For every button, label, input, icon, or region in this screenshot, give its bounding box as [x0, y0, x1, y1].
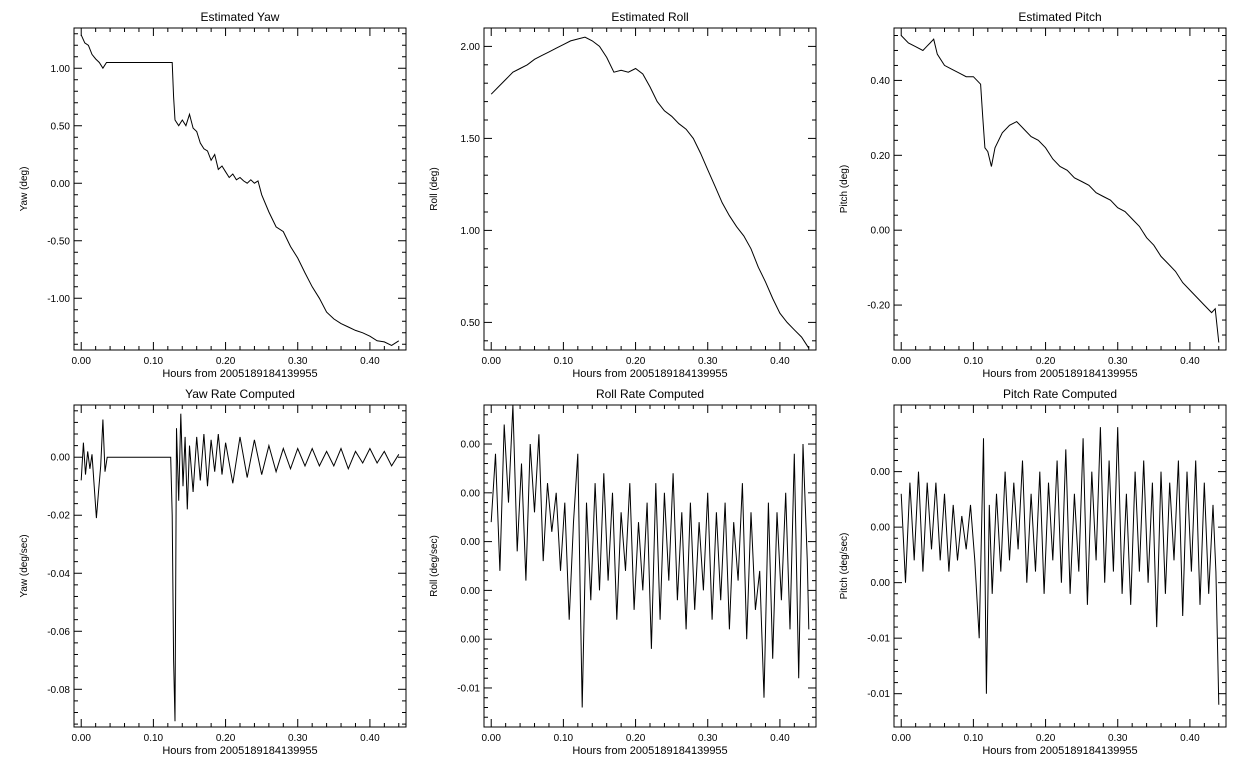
x-tick-label: 0.30 — [288, 356, 308, 367]
chart-panel-4: Yaw Rate Computed Hours from 200518918413… — [19, 387, 407, 757]
chart-title: Yaw Rate Computed — [185, 387, 295, 401]
x-tick-label: 0.20 — [1036, 356, 1056, 367]
series-line — [80, 34, 400, 346]
chart-title: Roll Rate Computed — [596, 387, 704, 401]
chart-panel-6: Pitch Rate Computed Hours from 2005189184… — [839, 387, 1227, 757]
y-tick-label: 0.00 — [871, 523, 891, 534]
y-tick-label: 1.00 — [461, 226, 481, 237]
x-tick-label: 0.20 — [216, 733, 236, 744]
x-axis-label: Hours from 2005189184139955 — [572, 368, 727, 380]
y-tick-label: -0.01 — [867, 634, 890, 645]
chart-panel-5: Roll Rate Computed Hours from 20051891841… — [429, 387, 817, 757]
x-tick-label: 0.10 — [554, 733, 574, 744]
chart-title: Pitch Rate Computed — [1003, 387, 1117, 401]
x-tick-label: 0.10 — [144, 733, 164, 744]
x-tick-label: 0.20 — [216, 356, 236, 367]
y-tick-label: 0.00 — [871, 226, 891, 237]
x-tick-label: 0.10 — [964, 733, 984, 744]
series-line — [80, 413, 400, 722]
y-axis-label: Yaw (deg) — [19, 167, 30, 212]
x-tick-label: 0.30 — [698, 356, 718, 367]
y-tick-label: -0.06 — [47, 627, 70, 638]
x-axis-label: Hours from 2005189184139955 — [162, 368, 317, 380]
x-tick-label: 0.00 — [71, 356, 91, 367]
x-tick-label: 0.10 — [554, 356, 574, 367]
series-line — [490, 404, 810, 708]
x-tick-label: 0.00 — [481, 356, 501, 367]
y-tick-label: 2.00 — [461, 42, 481, 53]
series-line — [900, 35, 1220, 343]
series-line — [490, 36, 810, 349]
plot-frame — [483, 404, 817, 728]
series-line — [900, 427, 1220, 705]
x-tick-label: 0.20 — [626, 733, 646, 744]
x-tick-label: 0.30 — [1108, 356, 1128, 367]
x-tick-label: 0.00 — [481, 733, 501, 744]
y-axis-label: Pitch (deg/sec) — [839, 533, 850, 600]
y-tick-label: 0.50 — [461, 318, 481, 329]
y-tick-label: -0.50 — [47, 236, 70, 247]
x-tick-label: 0.10 — [144, 356, 164, 367]
x-axis-label: Hours from 2005189184139955 — [162, 745, 317, 757]
plot-frame — [483, 27, 817, 351]
x-tick-label: 0.40 — [770, 733, 790, 744]
y-tick-label: -0.04 — [47, 569, 70, 580]
x-tick-label: 0.20 — [626, 356, 646, 367]
x-tick-label: 0.40 — [360, 356, 380, 367]
y-tick-label: -0.08 — [47, 685, 70, 696]
y-tick-label: 1.50 — [461, 134, 481, 145]
y-tick-label: 0.00 — [461, 635, 481, 646]
y-tick-label: 0.00 — [461, 488, 481, 499]
y-axis-label: Yaw (deg/sec) — [19, 534, 30, 597]
x-axis-label: Hours from 2005189184139955 — [572, 745, 727, 757]
x-tick-label: 0.30 — [698, 733, 718, 744]
x-tick-label: 0.00 — [891, 733, 911, 744]
y-tick-label: -1.00 — [47, 294, 70, 305]
x-tick-label: 0.00 — [891, 356, 911, 367]
x-tick-label: 0.10 — [964, 356, 984, 367]
y-tick-label: 0.20 — [871, 151, 891, 162]
plot-frame — [893, 404, 1227, 728]
x-tick-label: 0.20 — [1036, 733, 1056, 744]
chart-title: Estimated Yaw — [201, 10, 280, 24]
y-tick-label: 0.40 — [871, 76, 891, 87]
y-axis-label: Pitch (deg) — [839, 165, 850, 213]
y-tick-label: -0.01 — [457, 683, 480, 694]
y-tick-label: 0.50 — [51, 121, 71, 132]
y-tick-label: 0.00 — [871, 467, 891, 478]
x-tick-label: 0.40 — [360, 733, 380, 744]
plot-frame — [73, 27, 407, 351]
x-tick-label: 0.00 — [71, 733, 91, 744]
chart-title: Estimated Roll — [611, 10, 688, 24]
plot-frame — [893, 27, 1227, 351]
y-tick-label: 1.00 — [51, 64, 71, 75]
x-axis-label: Hours from 2005189184139955 — [982, 368, 1137, 380]
x-tick-label: 0.30 — [1108, 733, 1128, 744]
y-tick-label: -0.20 — [867, 301, 890, 312]
y-tick-label: 0.00 — [51, 179, 71, 190]
y-tick-label: 0.00 — [51, 453, 71, 464]
x-tick-label: 0.40 — [770, 356, 790, 367]
x-axis-label: Hours from 2005189184139955 — [982, 745, 1137, 757]
y-tick-label: 0.00 — [871, 578, 891, 589]
y-axis-label: Roll (deg) — [429, 167, 440, 210]
y-tick-label: 0.00 — [461, 586, 481, 597]
x-tick-label: 0.40 — [1180, 733, 1200, 744]
y-tick-label: 0.00 — [461, 537, 481, 548]
chart-panel-2: Estimated Roll Hours from 200518918413995… — [429, 10, 817, 380]
x-tick-label: 0.40 — [1180, 356, 1200, 367]
chart-panel-3: Estimated Pitch Hours from 20051891841399… — [839, 10, 1227, 380]
y-tick-label: -0.02 — [47, 511, 70, 522]
y-axis-label: Roll (deg/sec) — [429, 535, 440, 597]
chart-title: Estimated Pitch — [1018, 10, 1101, 24]
y-tick-label: 0.00 — [461, 440, 481, 451]
chart-panel-1: Estimated Yaw Hours from 2005189184139955… — [19, 10, 407, 380]
y-tick-label: -0.01 — [867, 689, 890, 700]
x-tick-label: 0.30 — [288, 733, 308, 744]
